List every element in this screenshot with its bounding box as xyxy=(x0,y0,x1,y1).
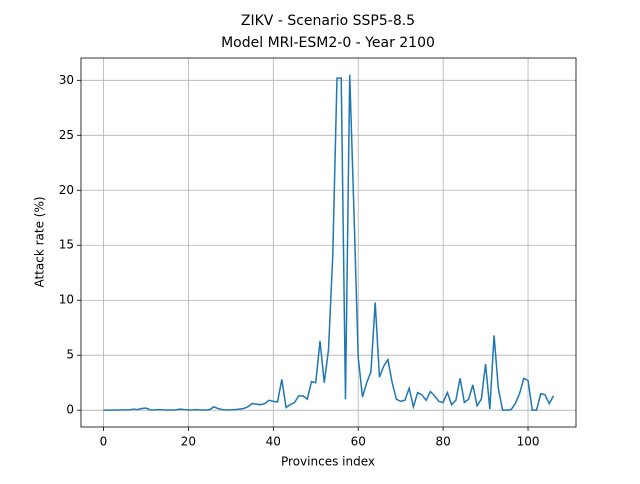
x-tick-label: 100 xyxy=(517,435,540,449)
y-tick-label: 25 xyxy=(59,128,74,142)
y-tick-label: 5 xyxy=(66,348,74,362)
x-tick-label: 60 xyxy=(351,435,366,449)
y-tick-label: 10 xyxy=(59,293,74,307)
chart-title: ZIKV - Scenario SSP5-8.5 xyxy=(241,13,415,29)
y-axis-label: Attack rate (%) xyxy=(33,196,47,287)
x-tick-label: 20 xyxy=(181,435,196,449)
x-tick-label: 0 xyxy=(100,435,108,449)
y-tick-label: 20 xyxy=(59,183,74,197)
x-tick-label: 40 xyxy=(266,435,281,449)
y-tick-label: 15 xyxy=(59,238,74,252)
y-tick-label: 30 xyxy=(59,73,74,87)
data-line xyxy=(103,74,555,411)
chart-subtitle: Model MRI-ESM2-0 - Year 2100 xyxy=(221,35,435,51)
plot-frame xyxy=(80,57,577,428)
x-axis-label: Provinces index xyxy=(281,455,375,469)
y-tick-label: 0 xyxy=(66,403,74,417)
x-tick-label: 80 xyxy=(435,435,450,449)
